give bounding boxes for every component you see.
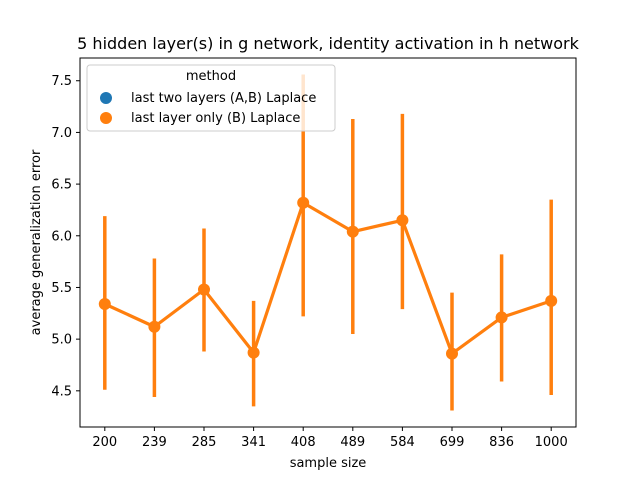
x-tick-label: 836 [489, 435, 514, 450]
plot-area [98, 74, 558, 411]
x-tick-label: 584 [390, 435, 415, 450]
legend-label-series-2: last layer only (B) Laplace [131, 111, 300, 126]
legend-marker-series-2 [100, 112, 112, 124]
y-tick-label: 6.5 [51, 178, 72, 193]
y-tick-label: 5.5 [51, 281, 72, 296]
x-tick-label: 489 [340, 435, 365, 450]
x-tick-label: 285 [192, 435, 217, 450]
legend-marker-series-1 [100, 92, 112, 104]
legend-box [86, 64, 336, 132]
data-point [198, 283, 210, 296]
x-tick-label: 200 [92, 435, 117, 450]
data-point [396, 214, 409, 227]
legend: method last two layers (A,B) Laplace las… [86, 64, 336, 132]
x-tick-label: 239 [142, 435, 167, 450]
x-tick-label: 1000 [535, 435, 568, 450]
x-axis-label: sample size [290, 456, 367, 471]
legend-label-series-1: last two layers (A,B) Laplace [131, 91, 316, 106]
data-point [346, 225, 359, 238]
y-tick-label: 7.5 [51, 74, 72, 89]
legend-title: method [186, 69, 236, 84]
axes-frame [79, 57, 577, 428]
data-point [148, 320, 161, 333]
y-tick-label: 7.0 [51, 126, 72, 141]
data-point [495, 311, 508, 324]
data-point [446, 347, 458, 360]
data-point [297, 196, 310, 209]
data-point [98, 298, 111, 310]
x-tick-label: 408 [291, 435, 316, 450]
data-point [247, 346, 260, 359]
y-tick-label: 4.5 [51, 384, 72, 399]
x-axis: 200 239 285 341 408 489 584 699 836 1000 [92, 427, 568, 450]
y-axis-label: average generalization error [29, 149, 44, 335]
series-line [104, 201, 552, 356]
y-axis: 4.5 5.0 5.5 6.0 6.5 7.0 7.5 [51, 74, 80, 399]
y-tick-label: 5.0 [51, 333, 72, 348]
data-point [545, 294, 558, 307]
y-tick-label: 6.0 [51, 229, 72, 244]
x-tick-label: 699 [440, 435, 465, 450]
x-tick-label: 341 [241, 435, 266, 450]
chart-title: 5 hidden layer(s) in g network, identity… [77, 34, 579, 53]
